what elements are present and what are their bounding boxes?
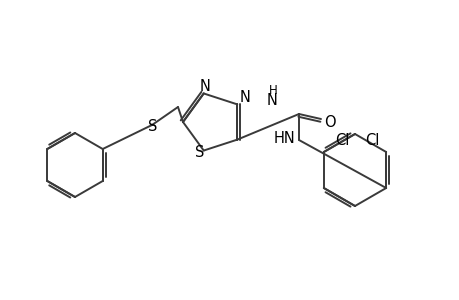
Text: H: H: [268, 83, 277, 97]
Text: HN: HN: [274, 130, 295, 146]
Text: N: N: [266, 92, 277, 107]
Text: N: N: [239, 90, 250, 105]
Text: N: N: [199, 79, 210, 94]
Text: O: O: [324, 115, 335, 130]
Text: Cl: Cl: [334, 133, 348, 148]
Text: S: S: [148, 118, 157, 134]
Text: S: S: [195, 145, 204, 160]
Text: Cl: Cl: [364, 133, 379, 148]
